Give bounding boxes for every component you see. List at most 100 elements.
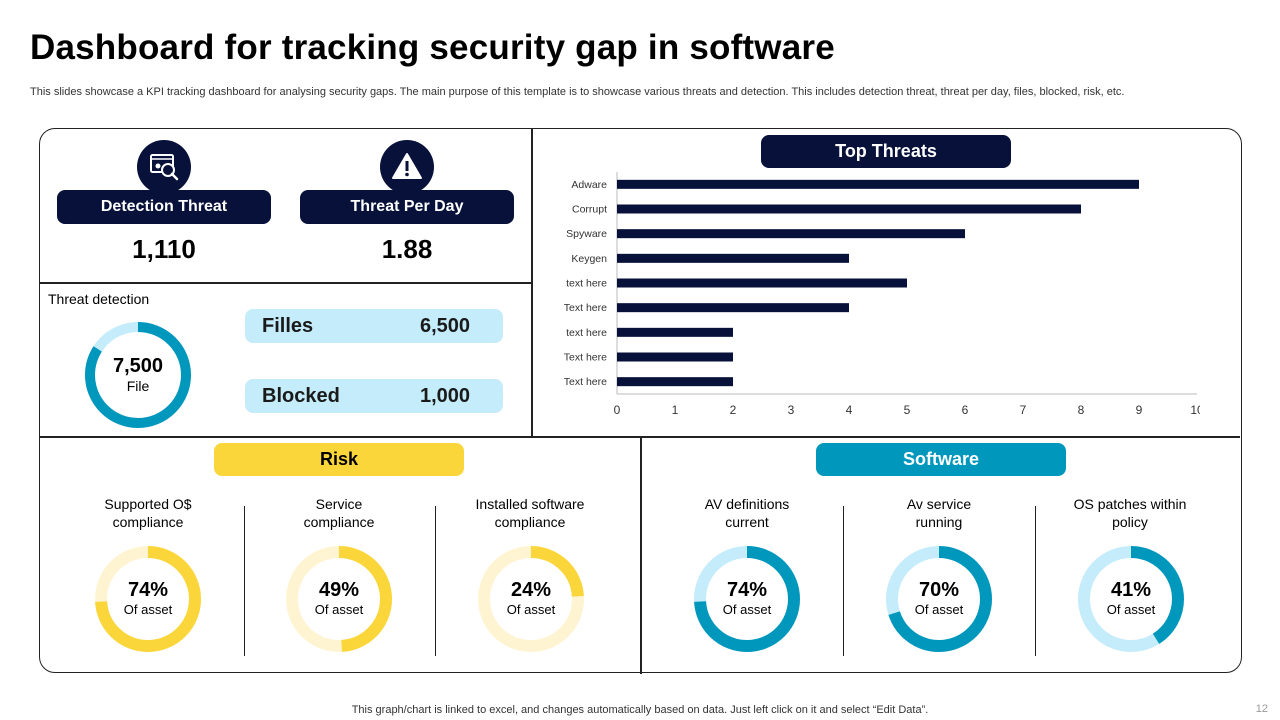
page-title: Dashboard for tracking security gap in s…	[30, 28, 835, 67]
files-stat-label: Filles	[262, 315, 314, 337]
category-label-4: Keygen	[571, 253, 607, 265]
risk-metric-3-donut: 24% Of asset	[476, 544, 586, 654]
threat-detection-donut: 7,500 File	[83, 320, 193, 430]
software-metric-2-value: 70%	[918, 579, 960, 601]
software-metric-3-label-line1: OS patches within	[1073, 496, 1187, 512]
software-metric-3-sub: Of asset	[1106, 602, 1156, 617]
software-metric-3-donut: 41% Of asset	[1076, 544, 1186, 654]
software-metric-1-label-line1: AV definitions	[704, 496, 790, 512]
risk-metric-2-label: Service compliance	[249, 495, 429, 531]
risk-metric-3-sub: Of asset	[506, 602, 556, 617]
divider-vertical-bottom	[640, 436, 642, 674]
software-metric-1-label: AV definitions current	[657, 495, 837, 531]
divider-risk-1	[244, 506, 245, 656]
category-label-6: Text here	[564, 302, 607, 314]
x-tick-label-10: 10	[1190, 403, 1200, 417]
risk-metric-1-value: 74%	[127, 579, 169, 601]
threat-detection-unit: File	[126, 378, 150, 394]
risk-header: Risk	[214, 443, 464, 476]
footer-note: This graph/chart is linked to excel, and…	[351, 704, 929, 716]
blocked-stat: Blocked 1,000	[245, 379, 503, 413]
risk-metric-2-sub: Of asset	[314, 602, 364, 617]
bar-9	[617, 377, 733, 387]
software-metric-2-label: Av service running	[849, 495, 1029, 531]
risk-metric-1-label-line1: Supported O$	[104, 496, 192, 512]
software-metric-2-sub: Of asset	[914, 602, 964, 617]
category-label-8: Text here	[564, 352, 607, 364]
divider-horizontal-left	[40, 282, 531, 284]
blocked-stat-value: 1,000	[420, 385, 471, 407]
risk-metric-1-label-line2: compliance	[112, 514, 184, 530]
threat-detection-label: Threat detection	[48, 291, 150, 307]
bar-4	[617, 253, 849, 263]
x-tick-label-6: 6	[962, 403, 969, 417]
divider-software-2	[1035, 506, 1036, 656]
threat-detection-arc	[85, 322, 191, 428]
software-metric-3-arc	[1078, 546, 1184, 652]
bar-3	[617, 229, 965, 239]
files-stat: Filles 6,500	[245, 309, 503, 343]
malware-scan-icon	[137, 140, 191, 194]
risk-metric-1-donut: 74% Of asset	[93, 544, 203, 654]
risk-metric-2-value: 49%	[318, 579, 360, 601]
divider-risk-2	[435, 506, 436, 656]
risk-metric-3-label-line2: compliance	[494, 514, 566, 530]
category-label-7: text here	[566, 327, 607, 339]
x-tick-label-2: 2	[730, 403, 737, 417]
bar-8	[617, 352, 733, 362]
risk-metric-3-label: Installed software compliance	[440, 495, 620, 531]
bar-5	[617, 278, 907, 288]
x-tick-label-5: 5	[904, 403, 911, 417]
warning-icon	[380, 140, 434, 194]
risk-metric-2-arc	[286, 546, 392, 652]
divider-vertical-top	[531, 129, 533, 436]
detection-threat-label: Detection Threat	[57, 190, 271, 224]
x-tick-label-0: 0	[614, 403, 621, 417]
threat-per-day-label: Threat Per Day	[300, 190, 514, 224]
risk-metric-1-arc	[95, 546, 201, 652]
software-metric-2-donut: 70% Of asset	[884, 544, 994, 654]
x-tick-label-9: 9	[1136, 403, 1143, 417]
files-stat-value: 6,500	[420, 315, 471, 337]
risk-metric-2-label-line1: Service	[315, 496, 363, 512]
x-tick-label-7: 7	[1020, 403, 1027, 417]
software-header: Software	[816, 443, 1066, 476]
top-threats-chart: Adware Corrupt Spyware Keygen text here Text …	[564, 172, 1200, 417]
divider-software-1	[843, 506, 844, 656]
threat-per-day-value: 1.88	[381, 234, 433, 264]
top-threats-title: Top Threats	[761, 135, 1011, 168]
software-metric-1-label-line2: current	[725, 514, 769, 530]
software-metric-1-value: 74%	[726, 579, 768, 601]
category-label-2: Corrupt	[572, 204, 607, 216]
software-metric-3-value: 41%	[1110, 579, 1152, 601]
risk-metric-3-label-line1: Installed software	[475, 496, 585, 512]
bar-7	[617, 327, 733, 337]
detection-threat-value: 1,110	[132, 234, 196, 264]
bar-2	[617, 204, 1081, 214]
x-tick-label-1: 1	[672, 403, 679, 417]
risk-metric-2-donut: 49% Of asset	[284, 544, 394, 654]
category-label-3: Spyware	[566, 228, 607, 240]
threat-detection-value: 7,500	[112, 355, 164, 377]
software-metric-2-arc	[886, 546, 992, 652]
software-metric-1-arc	[694, 546, 800, 652]
category-label-9: Text here	[564, 376, 607, 388]
risk-metric-2-label-line2: compliance	[303, 514, 375, 530]
software-metric-2-label-line2: running	[915, 514, 963, 530]
bar-6	[617, 303, 849, 313]
x-tick-label-4: 4	[846, 403, 853, 417]
page-subtitle: This slides showcase a KPI tracking dash…	[30, 86, 1125, 98]
risk-metric-3-value: 24%	[510, 579, 552, 601]
x-tick-label-8: 8	[1078, 403, 1085, 417]
risk-metric-1-label: Supported O$ compliance	[58, 495, 238, 531]
software-metric-3-label-line2: policy	[1112, 514, 1148, 530]
page-number: 12	[1255, 703, 1268, 715]
software-metric-1-donut: 74% Of asset	[692, 544, 802, 654]
software-metric-3-label: OS patches within policy	[1040, 495, 1220, 531]
category-label-5: text here	[566, 278, 607, 290]
x-tick-label-3: 3	[788, 403, 795, 417]
software-metric-1-sub: Of asset	[722, 602, 772, 617]
blocked-stat-label: Blocked	[262, 385, 340, 407]
bar-1	[617, 179, 1139, 189]
category-label-1: Adware	[571, 179, 607, 191]
